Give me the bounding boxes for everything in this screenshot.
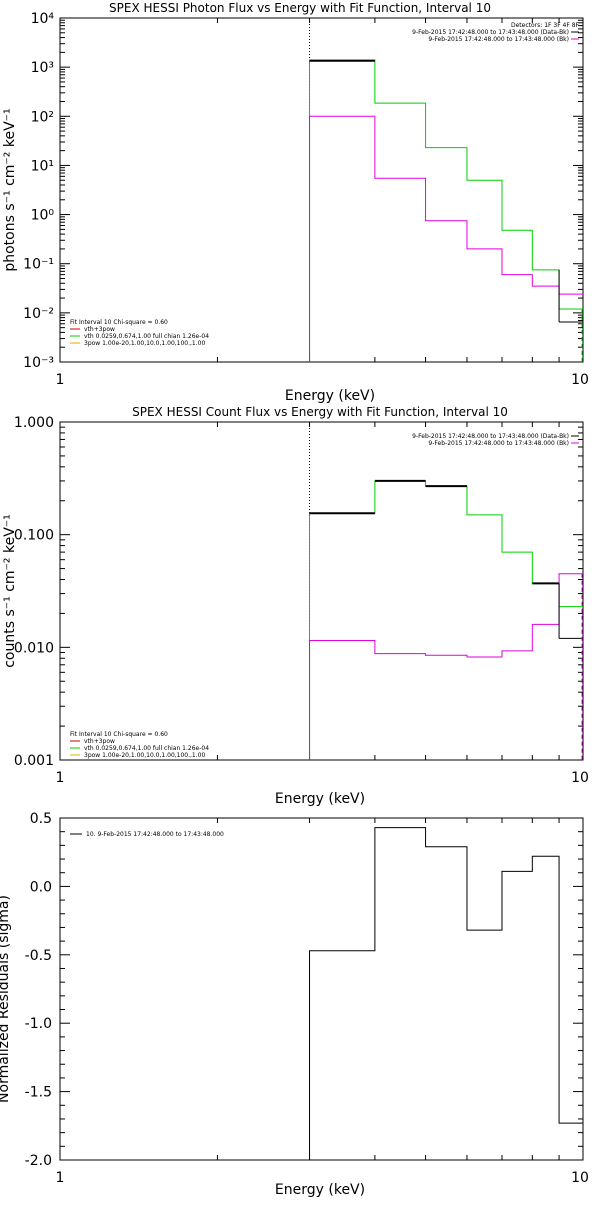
- plot-frame: [59, 817, 584, 1161]
- legend-entry: 10. 9-Feb-2015 17:42:48.000 to 17:43:48.…: [86, 831, 224, 838]
- y-tick-label: 10⁻¹: [23, 257, 54, 273]
- y-tick-label: -1.5: [25, 1085, 52, 1101]
- y-tick-label: 10⁴: [31, 11, 55, 27]
- y-axis-label: Normalized Residuals (sigma): [0, 895, 12, 1103]
- panel-title: SPEX HESSI Photon Flux vs Energy with Fi…: [109, 1, 491, 15]
- x-axis-label: Energy (keV): [275, 791, 365, 807]
- y-tick-label: 0.001: [14, 753, 54, 769]
- legend-fit-info: Fit Interval 10 Chi-square = 0.60: [70, 319, 168, 326]
- y-tick-label: 10¹: [31, 158, 54, 174]
- y-tick-label: -0.5: [25, 948, 52, 964]
- background-series: [309, 115, 583, 362]
- x-tick-label: 10: [571, 1170, 589, 1186]
- y-tick-label: 10⁻³: [23, 355, 54, 371]
- y-tick-label: 0.100: [14, 528, 54, 544]
- legend-entry: 3pow 1.00e-20,1.00,10.0,1.00,100.,1.00: [84, 340, 205, 347]
- plot-frame: [59, 421, 584, 761]
- fit-series: [309, 480, 583, 760]
- legend-entry: 9-Feb-2015 17:42:48.000 to 17:43:48.000 …: [428, 440, 569, 447]
- y-axis-label: photons s⁻¹ cm⁻² keV⁻¹: [2, 108, 18, 271]
- x-axis-label: Energy (keV): [285, 388, 375, 404]
- y-axis-label: counts s⁻¹ cm⁻² keV⁻¹: [2, 514, 18, 668]
- y-tick-label: 0.0: [30, 879, 52, 895]
- legend-fit-info: Fit Interval 10 Chi-square = 0.60: [70, 731, 168, 738]
- legend-entry: 9-Feb-2015 17:42:48.000 to 17:43:48.000 …: [412, 29, 569, 36]
- legend-entry: 3pow 1.00e-20,1.00,10.0,1.00,100.,1.00: [84, 752, 205, 759]
- x-axis-label: Energy (keV): [275, 1182, 365, 1198]
- plot-frame: [59, 17, 584, 363]
- y-tick-label: 1.000: [14, 415, 54, 431]
- fit-series: [309, 59, 583, 362]
- x-tick-label: 10: [571, 372, 589, 388]
- y-tick-label: 10³: [31, 60, 54, 76]
- legend-detectors: Detectors: 1F 3F 4F 8F: [511, 22, 580, 29]
- y-tick-label: 0.010: [14, 640, 54, 656]
- y-tick-label: 10⁰: [31, 208, 55, 224]
- background-series: [309, 573, 583, 760]
- legend-entry: vth 0.0259,0.674,1.00 full chian 1.26e-0…: [84, 333, 209, 340]
- legend-entry: vth+3pow: [84, 326, 115, 333]
- y-tick-label: 10⁻²: [23, 306, 54, 322]
- legend-entry: vth 0.0259,0.674,1.00 full chian 1.26e-0…: [84, 745, 209, 752]
- x-tick-label: 10: [571, 770, 589, 786]
- y-tick-label: 10²: [31, 109, 54, 125]
- y-tick-label: 0.5: [30, 811, 52, 827]
- legend-entry: 9-Feb-2015 17:42:48.000 to 17:43:48.000 …: [412, 433, 569, 440]
- x-tick-label: 1: [56, 1170, 65, 1186]
- legend-entry: vth+3pow: [84, 738, 115, 745]
- x-tick-label: 1: [56, 770, 65, 786]
- x-tick-label: 1: [56, 372, 65, 388]
- residual-series: [309, 827, 583, 1160]
- panel-title: SPEX HESSI Count Flux vs Energy with Fit…: [132, 405, 508, 419]
- y-tick-label: -2.0: [25, 1153, 52, 1169]
- legend-entry: 9-Feb-2015 17:42:48.000 to 17:43:48.000 …: [428, 36, 569, 43]
- y-tick-label: -1.0: [25, 1016, 52, 1032]
